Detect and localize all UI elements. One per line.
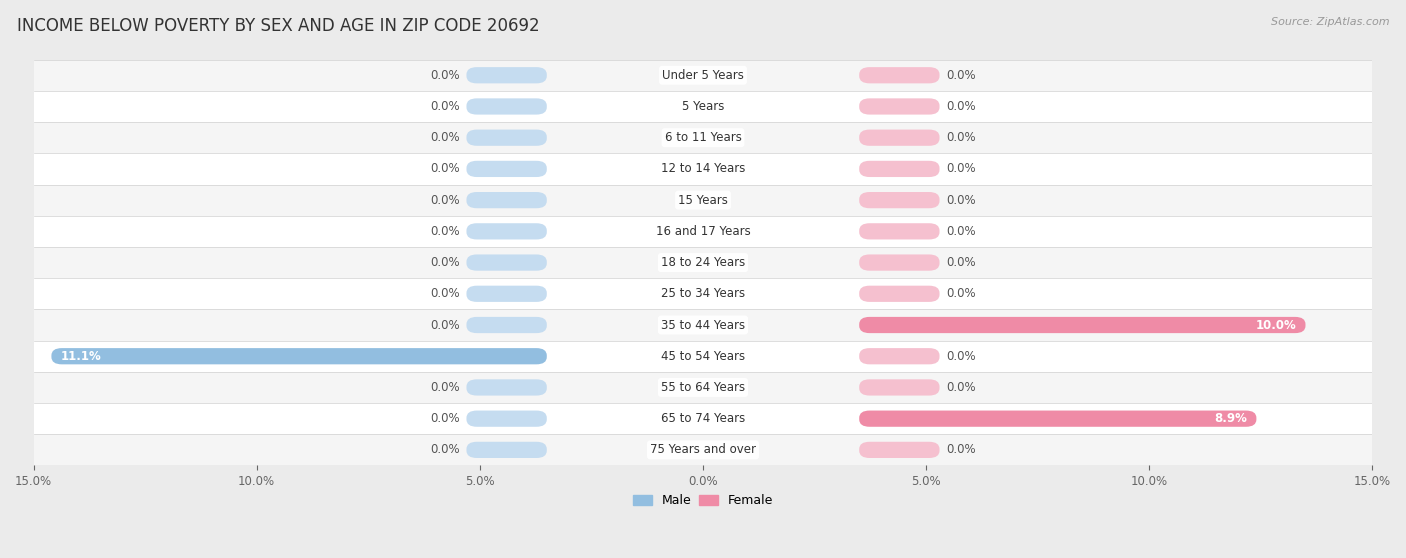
FancyBboxPatch shape — [859, 223, 939, 239]
Text: INCOME BELOW POVERTY BY SEX AND AGE IN ZIP CODE 20692: INCOME BELOW POVERTY BY SEX AND AGE IN Z… — [17, 17, 540, 35]
Text: 25 to 34 Years: 25 to 34 Years — [661, 287, 745, 300]
Text: 0.0%: 0.0% — [430, 412, 460, 425]
Text: 0.0%: 0.0% — [430, 319, 460, 331]
Text: 0.0%: 0.0% — [430, 162, 460, 175]
Bar — [34, 403, 1372, 434]
Text: 15 Years: 15 Years — [678, 194, 728, 206]
Text: 0.0%: 0.0% — [430, 194, 460, 206]
FancyBboxPatch shape — [859, 161, 939, 177]
Bar — [34, 247, 1372, 278]
FancyBboxPatch shape — [467, 129, 547, 146]
FancyBboxPatch shape — [859, 129, 939, 146]
Bar — [34, 185, 1372, 216]
FancyBboxPatch shape — [859, 254, 939, 271]
FancyBboxPatch shape — [859, 98, 939, 114]
Text: 75 Years and over: 75 Years and over — [650, 444, 756, 456]
Text: 0.0%: 0.0% — [946, 100, 976, 113]
Text: 0.0%: 0.0% — [946, 194, 976, 206]
Text: 0.0%: 0.0% — [946, 131, 976, 144]
Text: 0.0%: 0.0% — [430, 69, 460, 82]
Text: Source: ZipAtlas.com: Source: ZipAtlas.com — [1271, 17, 1389, 27]
Text: 0.0%: 0.0% — [430, 225, 460, 238]
Text: 55 to 64 Years: 55 to 64 Years — [661, 381, 745, 394]
Text: 65 to 74 Years: 65 to 74 Years — [661, 412, 745, 425]
FancyBboxPatch shape — [859, 379, 939, 396]
FancyBboxPatch shape — [859, 442, 939, 458]
FancyBboxPatch shape — [467, 254, 547, 271]
Text: 0.0%: 0.0% — [946, 162, 976, 175]
Text: 6 to 11 Years: 6 to 11 Years — [665, 131, 741, 144]
Text: 0.0%: 0.0% — [946, 287, 976, 300]
Bar — [34, 153, 1372, 185]
Text: 5 Years: 5 Years — [682, 100, 724, 113]
Text: 0.0%: 0.0% — [430, 287, 460, 300]
Text: 10.0%: 10.0% — [1256, 319, 1296, 331]
FancyBboxPatch shape — [467, 192, 547, 208]
Text: 0.0%: 0.0% — [946, 350, 976, 363]
Text: 16 and 17 Years: 16 and 17 Years — [655, 225, 751, 238]
Text: 0.0%: 0.0% — [430, 131, 460, 144]
FancyBboxPatch shape — [467, 411, 547, 427]
Bar — [34, 60, 1372, 91]
Text: 0.0%: 0.0% — [946, 381, 976, 394]
Text: 35 to 44 Years: 35 to 44 Years — [661, 319, 745, 331]
Text: 0.0%: 0.0% — [430, 100, 460, 113]
Text: 45 to 54 Years: 45 to 54 Years — [661, 350, 745, 363]
Text: 18 to 24 Years: 18 to 24 Years — [661, 256, 745, 269]
Text: 0.0%: 0.0% — [430, 256, 460, 269]
Text: 0.0%: 0.0% — [946, 69, 976, 82]
Bar — [34, 309, 1372, 340]
Text: 0.0%: 0.0% — [430, 444, 460, 456]
FancyBboxPatch shape — [52, 348, 547, 364]
FancyBboxPatch shape — [467, 286, 547, 302]
Text: 0.0%: 0.0% — [430, 381, 460, 394]
Legend: Male, Female: Male, Female — [628, 489, 778, 512]
FancyBboxPatch shape — [467, 67, 547, 83]
Text: 12 to 14 Years: 12 to 14 Years — [661, 162, 745, 175]
Bar — [34, 91, 1372, 122]
Text: 0.0%: 0.0% — [946, 256, 976, 269]
FancyBboxPatch shape — [859, 348, 939, 364]
FancyBboxPatch shape — [467, 223, 547, 239]
FancyBboxPatch shape — [467, 379, 547, 396]
FancyBboxPatch shape — [859, 411, 1257, 427]
Bar — [34, 216, 1372, 247]
FancyBboxPatch shape — [467, 317, 547, 333]
Text: Under 5 Years: Under 5 Years — [662, 69, 744, 82]
Bar — [34, 278, 1372, 309]
FancyBboxPatch shape — [467, 98, 547, 114]
FancyBboxPatch shape — [467, 161, 547, 177]
Text: 8.9%: 8.9% — [1215, 412, 1247, 425]
Text: 0.0%: 0.0% — [946, 225, 976, 238]
Bar — [34, 122, 1372, 153]
Text: 11.1%: 11.1% — [60, 350, 101, 363]
FancyBboxPatch shape — [859, 192, 939, 208]
Text: 0.0%: 0.0% — [946, 444, 976, 456]
FancyBboxPatch shape — [467, 442, 547, 458]
Bar — [34, 340, 1372, 372]
FancyBboxPatch shape — [859, 317, 1306, 333]
FancyBboxPatch shape — [859, 67, 939, 83]
Bar — [34, 434, 1372, 465]
Bar — [34, 372, 1372, 403]
FancyBboxPatch shape — [859, 286, 939, 302]
